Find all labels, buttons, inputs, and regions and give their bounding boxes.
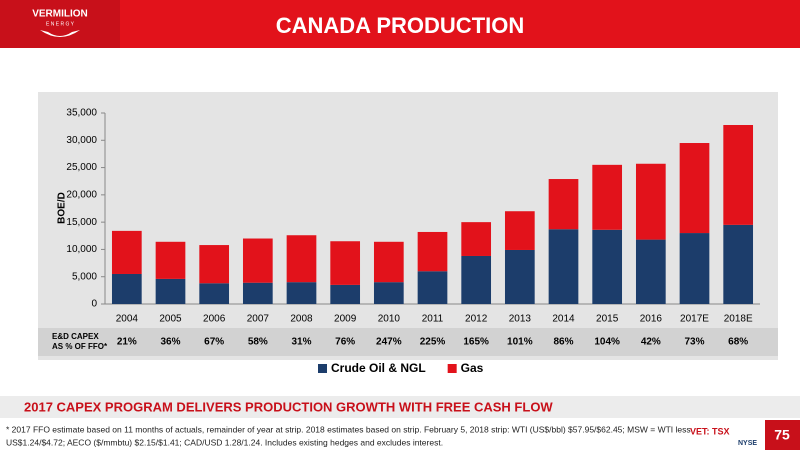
capex-value: 58% — [248, 337, 268, 348]
page-box — [765, 420, 800, 450]
capex-value: 76% — [335, 337, 355, 348]
capex-value: 247% — [376, 337, 402, 348]
y-tick-label: 35,000 — [66, 108, 97, 119]
x-tick-label: 2007 — [247, 314, 270, 325]
capex-value: 101% — [507, 337, 533, 348]
legend-swatch — [318, 364, 327, 373]
capex-value: 36% — [160, 337, 180, 348]
x-tick-label: 2010 — [378, 314, 401, 325]
bar-segment — [199, 283, 230, 304]
capex-value: 104% — [594, 337, 620, 348]
bar-segment — [461, 255, 492, 304]
legend-label: Gas — [461, 361, 484, 375]
capex-band — [38, 328, 778, 356]
bar-segment — [242, 282, 273, 304]
bar-segment — [592, 164, 623, 230]
legend-swatch — [447, 364, 457, 373]
bar-segment — [679, 233, 710, 304]
y-tick-label: 15,000 — [66, 217, 97, 228]
bar-segment — [417, 231, 448, 272]
y-tick-label: 30,000 — [66, 135, 97, 146]
bar-segment — [155, 241, 186, 279]
bar-segment — [548, 229, 579, 304]
capex-value: 42% — [641, 337, 661, 348]
bar-segment — [199, 245, 230, 284]
exchange-nyse: NYSE — [738, 440, 757, 447]
bar-segment — [373, 282, 404, 304]
capex-label: E&D CAPEX — [52, 332, 99, 341]
bar-segment — [548, 179, 579, 230]
bar-segment — [504, 211, 535, 250]
bar-segment — [417, 271, 448, 304]
header-bar — [0, 0, 800, 48]
bar-segment — [592, 229, 623, 304]
x-tick-label: 2005 — [159, 314, 182, 325]
banner-text: 2017 CAPEX PROGRAM DELIVERS PRODUCTION G… — [24, 399, 553, 414]
bar-segment — [111, 273, 142, 304]
bar-segment — [286, 235, 317, 283]
y-tick-label: 5,000 — [72, 271, 97, 282]
bar-segment — [373, 241, 404, 283]
bar-segment — [679, 143, 710, 234]
page-number: 75 — [774, 427, 790, 443]
x-tick-label: 2018E — [724, 314, 753, 325]
x-tick-label: 2008 — [290, 314, 313, 325]
slide-title: CANADA PRODUCTION — [276, 13, 525, 38]
logo-text: VERMILION — [32, 9, 88, 20]
x-tick-label: 2006 — [203, 314, 226, 325]
bar-segment — [635, 239, 666, 304]
bar-segment — [330, 241, 361, 285]
y-tick-label: 25,000 — [66, 162, 97, 173]
capex-value: 225% — [420, 337, 446, 348]
bar-segment — [330, 284, 361, 304]
legend-label: Crude Oil & NGL — [331, 361, 426, 375]
x-tick-label: 2015 — [596, 314, 619, 325]
capex-value: 21% — [117, 337, 137, 348]
logo-panel — [0, 0, 120, 48]
capex-value: 86% — [553, 337, 573, 348]
footnote: * 2017 FFO estimate based on 11 months o… — [6, 424, 691, 434]
logo-mark — [40, 30, 80, 37]
y-tick-label: 10,000 — [66, 244, 97, 255]
bar-segment — [461, 222, 492, 256]
x-tick-label: 2009 — [334, 314, 357, 325]
x-tick-label: 2011 — [422, 314, 444, 325]
logo-subtext: E N E R G Y — [46, 21, 75, 27]
bar-segment — [155, 278, 186, 304]
capex-value: 31% — [291, 337, 311, 348]
x-tick-label: 2013 — [509, 314, 532, 325]
bar-segment — [723, 224, 754, 304]
capex-value: 67% — [204, 337, 224, 348]
capex-label: AS % OF FFO* — [52, 342, 108, 351]
banner-bg — [0, 396, 800, 418]
chart-panel — [38, 92, 778, 360]
x-tick-label: 2017E — [680, 314, 709, 325]
x-tick-label: 2012 — [465, 314, 488, 325]
x-tick-label: 2014 — [552, 314, 575, 325]
y-axis-label: BOE/D — [57, 192, 68, 224]
y-tick-label: 0 — [91, 299, 97, 310]
exchange-tsx: VET: TSX — [690, 426, 730, 436]
bar-segment — [504, 249, 535, 304]
bar-segment — [286, 282, 317, 304]
capex-value: 165% — [463, 337, 489, 348]
bar-segment — [242, 238, 273, 283]
capex-value: 68% — [728, 337, 748, 348]
x-tick-label: 2004 — [116, 314, 139, 325]
bar-segment — [635, 163, 666, 240]
capex-value: 73% — [684, 337, 704, 348]
bar-segment — [723, 125, 754, 225]
footnote: US$1.24/$4.72; AECO ($/mmbtu) $2.15/$1.4… — [6, 437, 443, 447]
bar-segment — [111, 230, 142, 274]
y-tick-label: 20,000 — [66, 189, 97, 200]
x-tick-label: 2016 — [640, 314, 663, 325]
